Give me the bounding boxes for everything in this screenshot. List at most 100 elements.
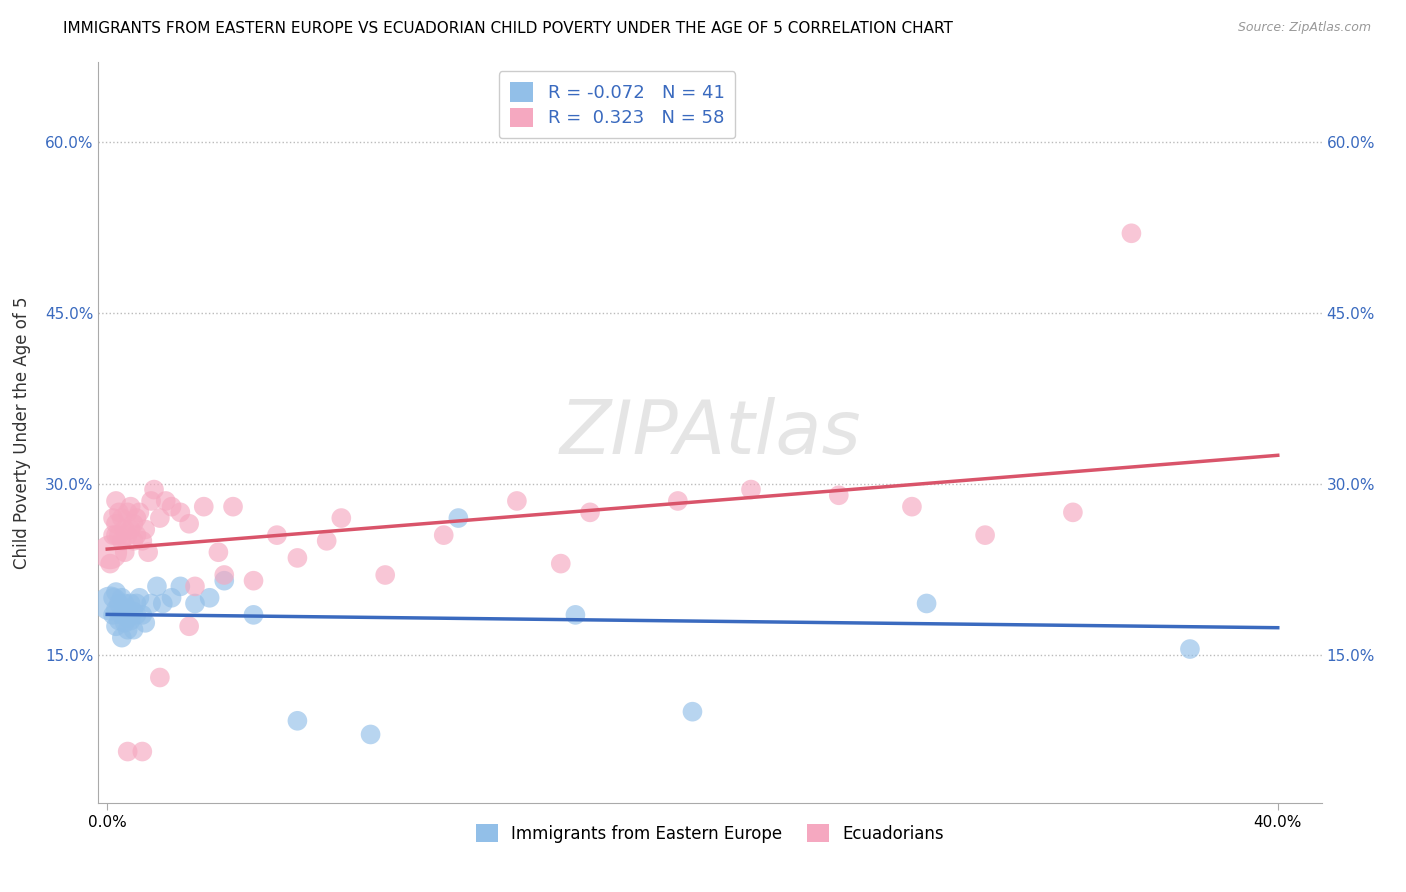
Point [101, 607, 124, 622]
Point [198, 591, 221, 605]
Point [98, 545, 121, 559]
Y-axis label: Child Poverty Under the Age of 5: Child Poverty Under the Age of 5 [13, 296, 31, 569]
Point [152, 597, 174, 611]
Point [1121, 227, 1143, 241]
Point [122, 533, 145, 548]
Point [128, 505, 150, 519]
Point [287, 550, 309, 565]
Point [117, 611, 139, 625]
Text: ZIPAtlas: ZIPAtlas [560, 397, 860, 468]
Point [108, 505, 131, 519]
Point [740, 483, 762, 497]
Point [117, 528, 139, 542]
Text: Source: ZipAtlas.com: Source: ZipAtlas.com [1237, 21, 1371, 34]
Point [122, 516, 145, 531]
Point [184, 597, 207, 611]
Point [117, 623, 139, 637]
Point [242, 574, 264, 588]
Point [114, 597, 136, 611]
Point [120, 597, 142, 611]
Point [111, 607, 134, 622]
Point [139, 597, 162, 611]
Point [179, 619, 201, 633]
Point [193, 500, 215, 514]
Point [134, 615, 156, 630]
Point [117, 602, 139, 616]
Legend: Immigrants from Eastern Europe, Ecuadorians: Immigrants from Eastern Europe, Ecuadori… [477, 824, 943, 843]
Point [131, 533, 153, 548]
Point [433, 528, 456, 542]
Point [120, 523, 142, 537]
Point [184, 579, 207, 593]
Point [179, 516, 201, 531]
Point [360, 727, 382, 741]
Point [131, 607, 153, 622]
Point [1062, 505, 1084, 519]
Point [564, 607, 586, 622]
Point [104, 602, 127, 616]
Point [139, 494, 162, 508]
Point [111, 631, 134, 645]
Point [212, 568, 235, 582]
Point [160, 591, 183, 605]
Point [222, 500, 245, 514]
Point [212, 574, 235, 588]
Point [101, 511, 124, 525]
Point [169, 579, 191, 593]
Point [120, 614, 142, 628]
Point [149, 511, 172, 525]
Point [134, 523, 156, 537]
Point [136, 545, 159, 559]
Point [108, 528, 131, 542]
Point [1178, 642, 1201, 657]
Point [104, 516, 127, 531]
Point [114, 545, 136, 559]
Point [131, 745, 153, 759]
Point [169, 505, 191, 519]
Point [315, 533, 337, 548]
Point [114, 615, 136, 630]
Point [111, 533, 134, 548]
Point [374, 568, 396, 582]
Point [125, 528, 148, 542]
Point [125, 607, 148, 622]
Point [128, 591, 150, 605]
Point [447, 511, 470, 525]
Point [117, 745, 139, 759]
Point [155, 494, 177, 508]
Point [828, 488, 851, 502]
Point [160, 500, 183, 514]
Point [974, 528, 997, 542]
Point [111, 591, 134, 605]
Text: IMMIGRANTS FROM EASTERN EUROPE VS ECUADORIAN CHILD POVERTY UNDER THE AGE OF 5 CO: IMMIGRANTS FROM EASTERN EUROPE VS ECUADO… [63, 21, 953, 36]
Point [901, 500, 924, 514]
Point [120, 500, 142, 514]
Point [266, 528, 288, 542]
Point [506, 494, 529, 508]
Point [104, 494, 127, 508]
Point [104, 585, 127, 599]
Point [104, 528, 127, 542]
Point [682, 705, 704, 719]
Point [125, 511, 148, 525]
Point [143, 483, 166, 497]
Point [98, 597, 121, 611]
Point [330, 511, 353, 525]
Point [666, 494, 689, 508]
Point [101, 528, 124, 542]
Point [111, 511, 134, 525]
Point [149, 671, 172, 685]
Point [122, 604, 145, 618]
Point [915, 597, 938, 611]
Point [122, 623, 145, 637]
Point [114, 523, 136, 537]
Point [242, 607, 264, 622]
Point [287, 714, 309, 728]
Point [579, 505, 602, 519]
Point [207, 545, 229, 559]
Point [108, 614, 131, 628]
Point [98, 557, 121, 571]
Point [117, 505, 139, 519]
Point [125, 597, 148, 611]
Point [101, 591, 124, 605]
